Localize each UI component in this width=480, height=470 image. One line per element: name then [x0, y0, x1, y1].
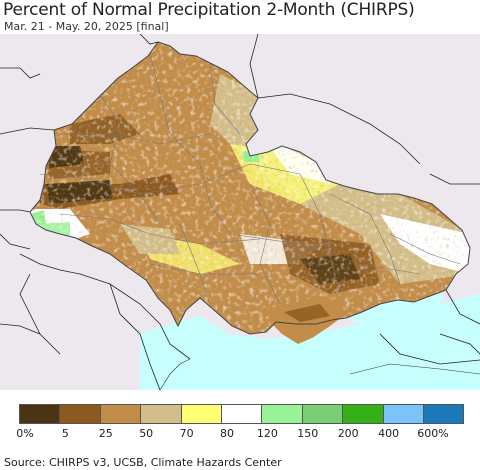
- legend-swatch: [19, 404, 61, 424]
- legend-swatch: [59, 404, 101, 424]
- map-title: Percent of Normal Precipitation 2-Month …: [3, 0, 415, 20]
- legend-label: 120: [256, 427, 278, 440]
- legend-swatch: [180, 404, 222, 424]
- legend-label: 5: [61, 427, 69, 440]
- neighbor-borders: [0, 34, 480, 390]
- legend-label: 70: [179, 427, 194, 440]
- legend-swatch: [221, 404, 263, 424]
- precipitation-map: [0, 34, 480, 390]
- legend-label: 0%: [16, 427, 34, 440]
- map-subtitle: Mar. 21 - May. 20, 2025 [final]: [4, 20, 169, 33]
- legend-label: 80: [220, 427, 234, 440]
- legend-swatch: [423, 404, 465, 424]
- legend-swatch: [261, 404, 303, 424]
- legend-swatch: [140, 404, 182, 424]
- oblast-borders: [39, 53, 461, 305]
- legend-label: 600%: [417, 427, 449, 440]
- legend-swatch: [382, 404, 424, 424]
- legend-swatch: [301, 404, 344, 424]
- legend-label: 150: [297, 427, 319, 440]
- ukraine-border: [29, 41, 471, 335]
- legend-swatch: [99, 404, 142, 424]
- coastline-details: [159, 358, 480, 390]
- legend-label: 25: [98, 427, 113, 440]
- legend-label: 400: [378, 427, 400, 440]
- crimea-north: [284, 304, 330, 322]
- legend-label: 200: [337, 427, 359, 440]
- source-credit: Source: CHIRPS v3, UCSB, Climate Hazards…: [4, 456, 282, 469]
- legend-swatch: [342, 404, 384, 424]
- legend-label: 50: [139, 427, 154, 440]
- legend: 0% 5 25 50 70 80 120 150 200 400 600%: [0, 390, 480, 470]
